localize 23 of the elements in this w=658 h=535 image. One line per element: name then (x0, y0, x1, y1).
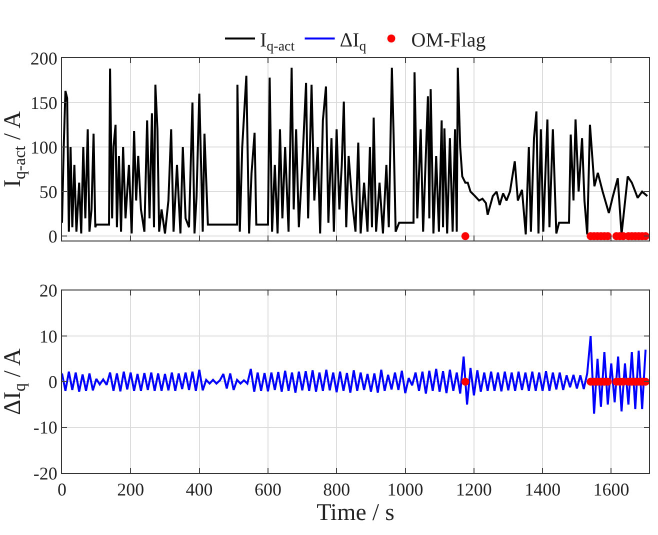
x-tick-label: 1400 (524, 480, 561, 500)
x-tick-label: 400 (186, 480, 213, 500)
y-tick-label: 100 (30, 137, 58, 158)
x-tick-label: 800 (323, 480, 350, 500)
legend-label: OM-Flag (411, 29, 486, 52)
y-tick-label: 20 (39, 280, 58, 301)
x-tick-label: 1000 (387, 480, 424, 500)
line-series (62, 335, 647, 415)
x-tick-label: 600 (254, 480, 282, 500)
y-tick-label: 50 (39, 182, 58, 202)
y-tick-label: -10 (33, 418, 58, 438)
y-tick-label: 0 (48, 226, 58, 246)
y-tick-label: 150 (30, 92, 58, 113)
legend-label: I$_{q-act}$ (260, 29, 295, 54)
y-tick-label: 0 (48, 372, 58, 392)
y-tick-label: 200 (30, 48, 58, 68)
x-tick-label: 1600 (593, 480, 630, 500)
y-tick-label: 10 (39, 326, 58, 346)
y-tick-label: -20 (33, 463, 58, 484)
legend-label: ΔI$_{q}$ (340, 29, 366, 54)
x-tick-label: 200 (117, 480, 144, 500)
x-axis-title: Time / s (316, 500, 394, 526)
x-tick-label: 1200 (456, 480, 492, 500)
